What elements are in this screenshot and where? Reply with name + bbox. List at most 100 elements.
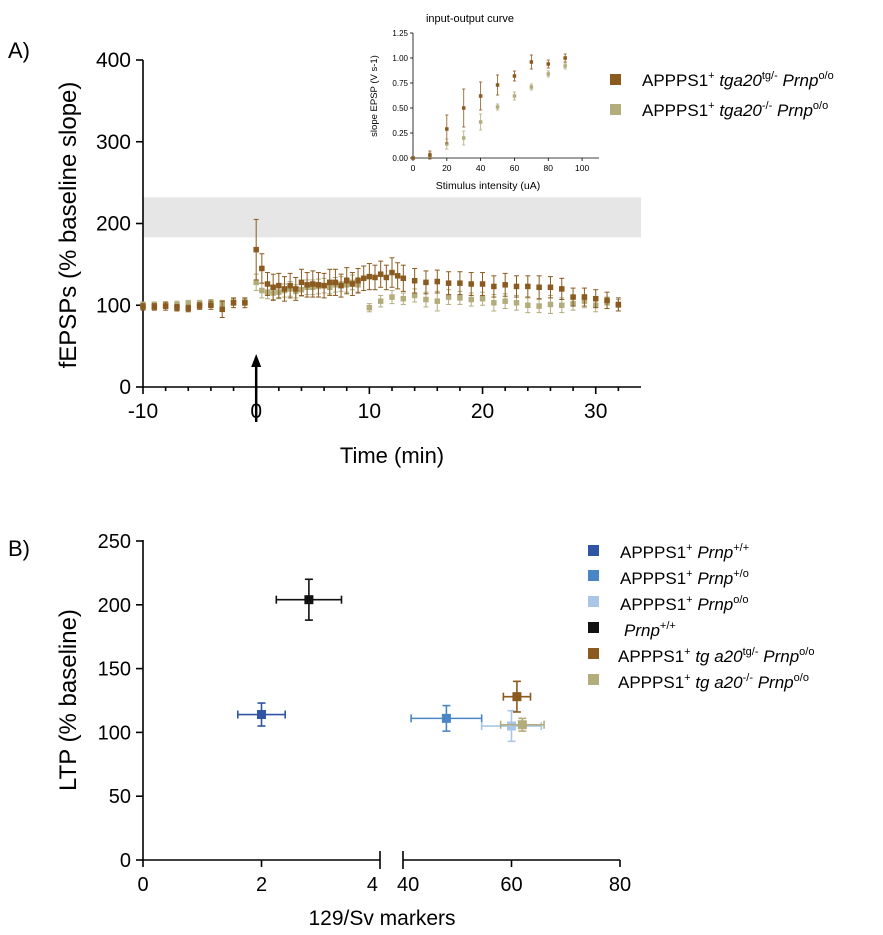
panel-b-y-tick-label: 100 bbox=[98, 722, 131, 744]
panel-a-tg-point bbox=[525, 283, 531, 290]
panel-a-legend: APPPS1+ tga20tg/- Prnpo/o APPPS1+ tga20-… bbox=[610, 70, 834, 120]
panel-a-tg-point bbox=[615, 301, 622, 308]
panel-a-ko-point bbox=[491, 300, 497, 306]
inset-x-axis-label: Stimulus intensity (uA) bbox=[436, 180, 540, 192]
panel-a-tg-point bbox=[468, 281, 474, 287]
panel-a-tg-point bbox=[298, 279, 305, 286]
panel-b-point-group bbox=[480, 709, 543, 743]
panel-a-ko-point bbox=[253, 279, 259, 286]
panel-a-ko-point bbox=[479, 295, 486, 302]
panel-a-ko-point bbox=[366, 304, 373, 311]
panel-a-ko-point bbox=[457, 295, 463, 301]
panel-a-ko-point bbox=[547, 301, 554, 308]
panel-a-ko-point bbox=[423, 296, 429, 303]
panel-a-tg-point bbox=[259, 265, 265, 272]
panel-b-point bbox=[517, 720, 527, 730]
panel-a-ko-point bbox=[377, 298, 384, 304]
panel-a-tg-point bbox=[315, 282, 322, 288]
inset-x-tick-label: 80 bbox=[544, 163, 554, 173]
panel-a-ko-point bbox=[468, 296, 474, 303]
panel-a-tg-point bbox=[547, 284, 554, 291]
panel-a-ko-point bbox=[389, 294, 395, 300]
panel-a-tg-point bbox=[270, 284, 276, 291]
panel-a-tg-point bbox=[219, 306, 225, 313]
inset-tg-point bbox=[512, 74, 517, 78]
panel-a-legend-marker-tg bbox=[610, 74, 621, 85]
panel-b-legend-marker-ko bbox=[588, 674, 599, 685]
panel-a-tg-point bbox=[372, 274, 378, 281]
inset-y-tick-label: 0.75 bbox=[392, 79, 408, 88]
inset-tg-point bbox=[529, 60, 534, 64]
panel-a-tg-point bbox=[293, 286, 299, 292]
panel-b-point-group bbox=[410, 704, 483, 732]
panel-a-tg-point bbox=[321, 282, 327, 289]
panel-a-tg-point bbox=[343, 277, 350, 284]
panel-a-tg-point bbox=[513, 283, 520, 290]
panel-b-legend-marker-wt-hom bbox=[588, 545, 599, 556]
panel-b-point-group bbox=[237, 702, 287, 727]
panel-a-y-tick-label: 300 bbox=[96, 131, 131, 154]
inset-x-ticks: 0 20 40 60 80 100 bbox=[411, 158, 589, 173]
panel-b-x-tick-label: 0 bbox=[137, 874, 148, 896]
inset-ko-point bbox=[495, 105, 500, 109]
inset-title: input-output curve bbox=[426, 13, 514, 25]
inset-ko-point bbox=[529, 85, 534, 89]
panel-b-x-tick-label: 2 bbox=[256, 874, 267, 896]
panel-a-ko-point bbox=[400, 295, 407, 302]
panel-a-tg-point bbox=[592, 295, 599, 302]
inset-y-tick-label: 1.25 bbox=[392, 29, 408, 38]
inset-tg-point bbox=[546, 62, 551, 66]
panel-b-legend-marker-prnp-wt bbox=[588, 622, 599, 633]
panel-a-ko-point bbox=[259, 287, 265, 294]
panel-b-x-axis-label: 129/Sv markers bbox=[308, 907, 455, 930]
panel-b-label: B) bbox=[8, 536, 30, 561]
panel-a-x-tick-label: 20 bbox=[471, 400, 494, 423]
panel-a-tg-point bbox=[332, 279, 339, 286]
panel-b-x-tick-label: 60 bbox=[500, 874, 522, 896]
panel-a-legend-label-ko: APPPS1+ tga20-/- Prnpo/o bbox=[642, 100, 828, 120]
panel-a-tg-point bbox=[162, 303, 169, 309]
inset-x-tick-label: 20 bbox=[442, 163, 452, 173]
panel-a-tg-point bbox=[349, 281, 356, 287]
inset-ko-point bbox=[546, 72, 551, 76]
panel-a-tg-point bbox=[151, 304, 158, 310]
panel-a-tg-point bbox=[355, 277, 361, 284]
panel-b-y-tick-label: 0 bbox=[120, 850, 131, 872]
inset-y-tick-label: 0.25 bbox=[392, 129, 408, 138]
panel-a-tg-point bbox=[230, 300, 237, 306]
panel-a-tg-point bbox=[559, 286, 565, 292]
panel-a-tg-point bbox=[264, 281, 271, 287]
panel-b-x-tick-label: 40 bbox=[397, 874, 419, 896]
panel-a-tg-point bbox=[242, 300, 248, 306]
panel-a-label: A) bbox=[8, 38, 30, 63]
panel-a-tg-point bbox=[581, 294, 588, 300]
panel-a-y-tick-label: 400 bbox=[96, 49, 131, 72]
panel-b-x-tick-label: 4 bbox=[367, 874, 378, 896]
panel-b-y-tick-label: 150 bbox=[98, 659, 131, 681]
panel-a-tg-point bbox=[434, 278, 441, 285]
panel-a-ko-point bbox=[411, 292, 418, 299]
inset-tg-point bbox=[411, 156, 415, 160]
panel-a-y-tick-label: 100 bbox=[96, 294, 131, 317]
inset-y-ticks: 0.00 0.25 0.50 0.75 1.00 1.25 bbox=[392, 29, 413, 163]
inset-tg-point bbox=[563, 56, 567, 60]
panel-a-ko-point bbox=[445, 294, 452, 300]
panel-a-tg-point bbox=[570, 294, 576, 300]
panel-b-y-ticks: 0 50 100 150 200 250 bbox=[98, 531, 143, 872]
panel-a-tg-point bbox=[604, 297, 610, 304]
panel-a-tg-point bbox=[423, 279, 429, 286]
inset-tg-point bbox=[461, 106, 466, 110]
panel-a-tg-point bbox=[389, 269, 395, 276]
panel-b-y-axis-label: LTP (% baseline) bbox=[55, 609, 82, 791]
panel-a-ko-point bbox=[559, 302, 565, 308]
panel-b-point bbox=[507, 721, 516, 731]
panel-a-tg-point bbox=[377, 271, 384, 277]
panel-a-tg-point bbox=[383, 274, 390, 281]
panel-a-tg-point bbox=[491, 283, 497, 290]
panel-a-y-tick-label: 200 bbox=[96, 213, 131, 236]
inset-y-tick-label: 0.50 bbox=[392, 104, 408, 113]
panel-a-x-ticks: -100102030 bbox=[128, 387, 620, 423]
inset-x-tick-label: 0 bbox=[411, 163, 416, 173]
panel-a-tg-point bbox=[457, 280, 463, 286]
